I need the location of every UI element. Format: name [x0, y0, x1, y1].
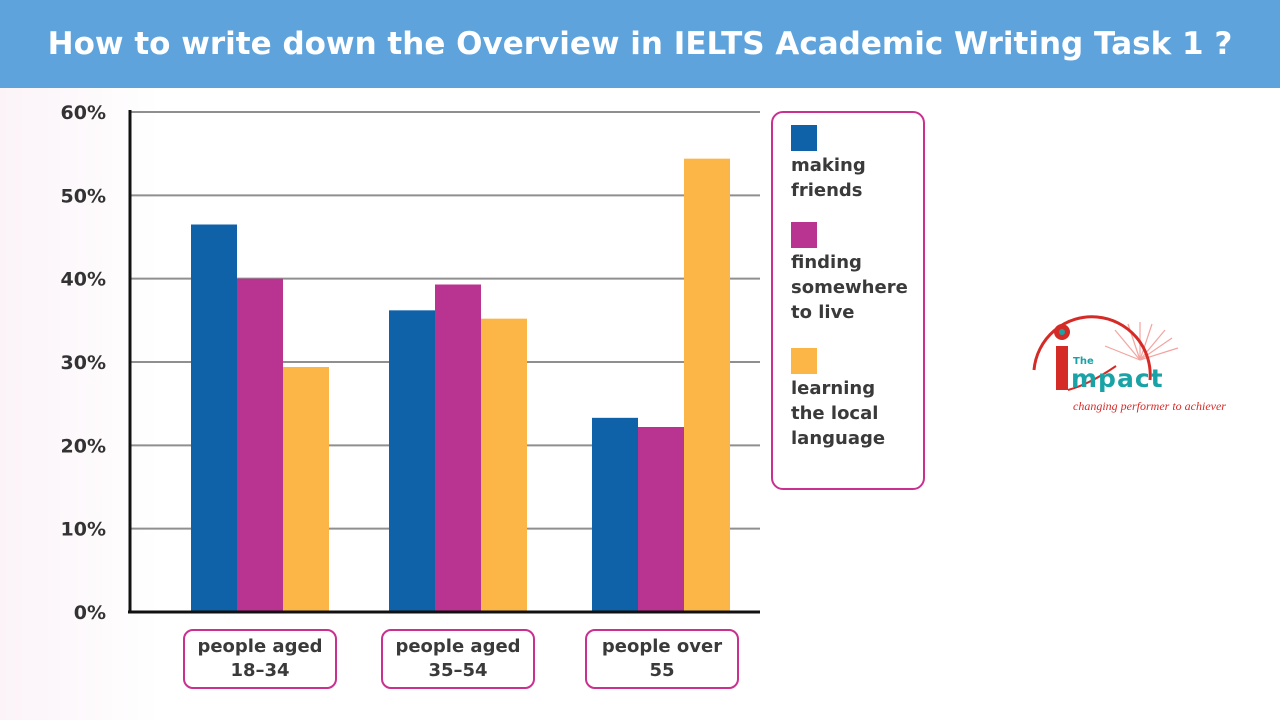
y-tick-label: 20%	[61, 435, 106, 457]
bar	[684, 158, 730, 612]
legend-swatch	[791, 348, 817, 374]
bar	[638, 427, 684, 612]
logo-tagline: changing performer to achiever	[1073, 399, 1226, 413]
bar-chart: 0% 10% 20% 30% 40% 50% 60%	[61, 102, 760, 624]
y-tick-label: 40%	[61, 269, 106, 291]
logo-the-text: The	[1073, 356, 1094, 367]
bar	[237, 278, 283, 612]
bar	[435, 284, 481, 612]
y-axis-tick-labels: 0% 10% 20% 30% 40% 50% 60%	[61, 102, 106, 624]
impact-logo-icon	[1032, 315, 1179, 391]
x-category-label: people aged 35–54	[395, 636, 521, 681]
x-category-label: people aged 18–34	[197, 636, 323, 681]
chart-bars	[191, 158, 730, 612]
y-tick-label: 10%	[61, 519, 106, 541]
bar	[592, 417, 638, 612]
header-banner	[0, 0, 1280, 88]
bar	[191, 224, 237, 612]
page-title: How to write down the Overview in IELTS …	[47, 26, 1233, 62]
x-category-label: people over 55	[601, 636, 723, 681]
legend-label: finding somewhere to live	[791, 252, 908, 323]
legend-label: learning the local language	[791, 378, 886, 449]
y-tick-label: 30%	[61, 352, 106, 374]
x-category-label-box: people aged 18–34	[183, 629, 337, 689]
y-tick-label: 50%	[61, 185, 106, 207]
bar	[481, 318, 527, 612]
y-tick-label: 0%	[74, 602, 106, 624]
legend-swatch	[791, 222, 817, 248]
x-category-label-box: people over 55	[585, 629, 739, 689]
bar	[283, 367, 329, 612]
legend-label: making friends	[791, 155, 866, 201]
logo-wordmark: mpact	[1071, 364, 1164, 393]
legend-swatch	[791, 125, 817, 151]
chart-legend: making friends finding somewhere to live le…	[771, 111, 925, 490]
x-category-label-box: people aged 35–54	[381, 629, 535, 689]
y-tick-label: 60%	[61, 102, 106, 124]
bar	[389, 310, 435, 612]
